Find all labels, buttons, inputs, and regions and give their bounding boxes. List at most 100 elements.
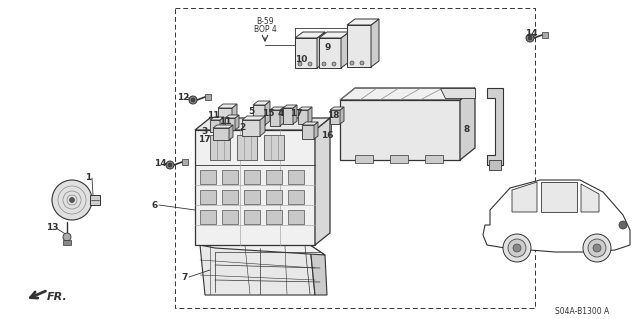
Bar	[205, 94, 211, 100]
Polygon shape	[340, 100, 460, 160]
Polygon shape	[253, 101, 270, 105]
Circle shape	[360, 61, 364, 65]
Polygon shape	[210, 117, 224, 120]
Bar	[222, 190, 238, 204]
Polygon shape	[283, 105, 297, 108]
Circle shape	[332, 62, 336, 66]
Polygon shape	[283, 108, 293, 124]
Bar	[288, 190, 304, 204]
Text: BOP 4: BOP 4	[253, 26, 276, 34]
Text: 15: 15	[262, 109, 275, 118]
Text: 11: 11	[219, 116, 231, 125]
Bar	[425, 155, 443, 163]
Polygon shape	[220, 117, 224, 132]
Circle shape	[503, 234, 531, 262]
Bar	[489, 160, 501, 170]
Text: FR.: FR.	[47, 292, 67, 302]
Bar	[266, 170, 282, 184]
Bar	[222, 210, 238, 224]
Text: 14: 14	[525, 29, 538, 39]
Bar	[266, 210, 282, 224]
Text: 9: 9	[325, 43, 331, 53]
Circle shape	[588, 239, 606, 257]
Text: 10: 10	[295, 56, 307, 64]
Bar	[200, 170, 216, 184]
Bar	[244, 210, 260, 224]
Polygon shape	[440, 88, 475, 98]
Polygon shape	[317, 32, 325, 68]
Circle shape	[322, 62, 326, 66]
Polygon shape	[195, 130, 315, 245]
Polygon shape	[298, 107, 312, 110]
Polygon shape	[310, 245, 327, 295]
Polygon shape	[295, 32, 325, 38]
Polygon shape	[260, 116, 265, 136]
Text: S04A-B1300 A: S04A-B1300 A	[555, 307, 609, 315]
Bar	[63, 240, 71, 245]
Bar	[200, 210, 216, 224]
Polygon shape	[319, 38, 341, 68]
Bar	[237, 135, 257, 160]
Circle shape	[350, 61, 354, 65]
Text: 8: 8	[464, 125, 470, 135]
Text: 12: 12	[177, 93, 189, 101]
Polygon shape	[200, 245, 325, 255]
Circle shape	[526, 34, 534, 42]
Text: 11: 11	[207, 112, 220, 121]
Text: 3: 3	[201, 127, 207, 136]
Polygon shape	[225, 118, 235, 130]
Polygon shape	[302, 125, 314, 139]
Polygon shape	[487, 88, 503, 165]
Polygon shape	[213, 125, 233, 128]
Circle shape	[513, 244, 521, 252]
Polygon shape	[253, 105, 265, 125]
Circle shape	[583, 234, 611, 262]
Polygon shape	[242, 120, 260, 136]
Bar	[266, 190, 282, 204]
Polygon shape	[298, 110, 308, 124]
Polygon shape	[512, 182, 537, 212]
Text: 2: 2	[239, 122, 245, 131]
Polygon shape	[210, 120, 220, 132]
Text: 1: 1	[85, 174, 91, 182]
Polygon shape	[242, 116, 265, 120]
Polygon shape	[232, 104, 237, 126]
Polygon shape	[200, 245, 315, 295]
Text: 6: 6	[152, 201, 158, 210]
Circle shape	[70, 197, 74, 203]
Polygon shape	[308, 107, 312, 124]
Circle shape	[166, 161, 174, 169]
Polygon shape	[371, 19, 379, 67]
Polygon shape	[218, 108, 232, 126]
Polygon shape	[315, 118, 330, 245]
Polygon shape	[340, 107, 344, 124]
Circle shape	[528, 36, 532, 40]
Text: 13: 13	[45, 224, 58, 233]
Polygon shape	[541, 182, 577, 212]
Polygon shape	[581, 184, 599, 212]
Polygon shape	[483, 180, 630, 252]
Bar	[288, 170, 304, 184]
Circle shape	[191, 98, 195, 102]
Bar	[210, 135, 230, 160]
Text: B-59: B-59	[256, 18, 274, 26]
Polygon shape	[314, 122, 318, 139]
Polygon shape	[330, 110, 340, 124]
Polygon shape	[347, 25, 371, 67]
Text: 18: 18	[327, 112, 339, 121]
Circle shape	[508, 239, 526, 257]
Polygon shape	[235, 115, 239, 130]
Circle shape	[308, 62, 312, 66]
Text: 7: 7	[182, 272, 188, 281]
Polygon shape	[213, 128, 229, 140]
Polygon shape	[340, 88, 475, 100]
Text: 5: 5	[248, 108, 254, 116]
Bar	[264, 135, 284, 160]
Circle shape	[168, 163, 172, 167]
Polygon shape	[460, 88, 475, 160]
Polygon shape	[280, 107, 284, 126]
Polygon shape	[229, 125, 233, 140]
Polygon shape	[270, 107, 284, 110]
Polygon shape	[293, 105, 297, 124]
Polygon shape	[295, 38, 317, 68]
